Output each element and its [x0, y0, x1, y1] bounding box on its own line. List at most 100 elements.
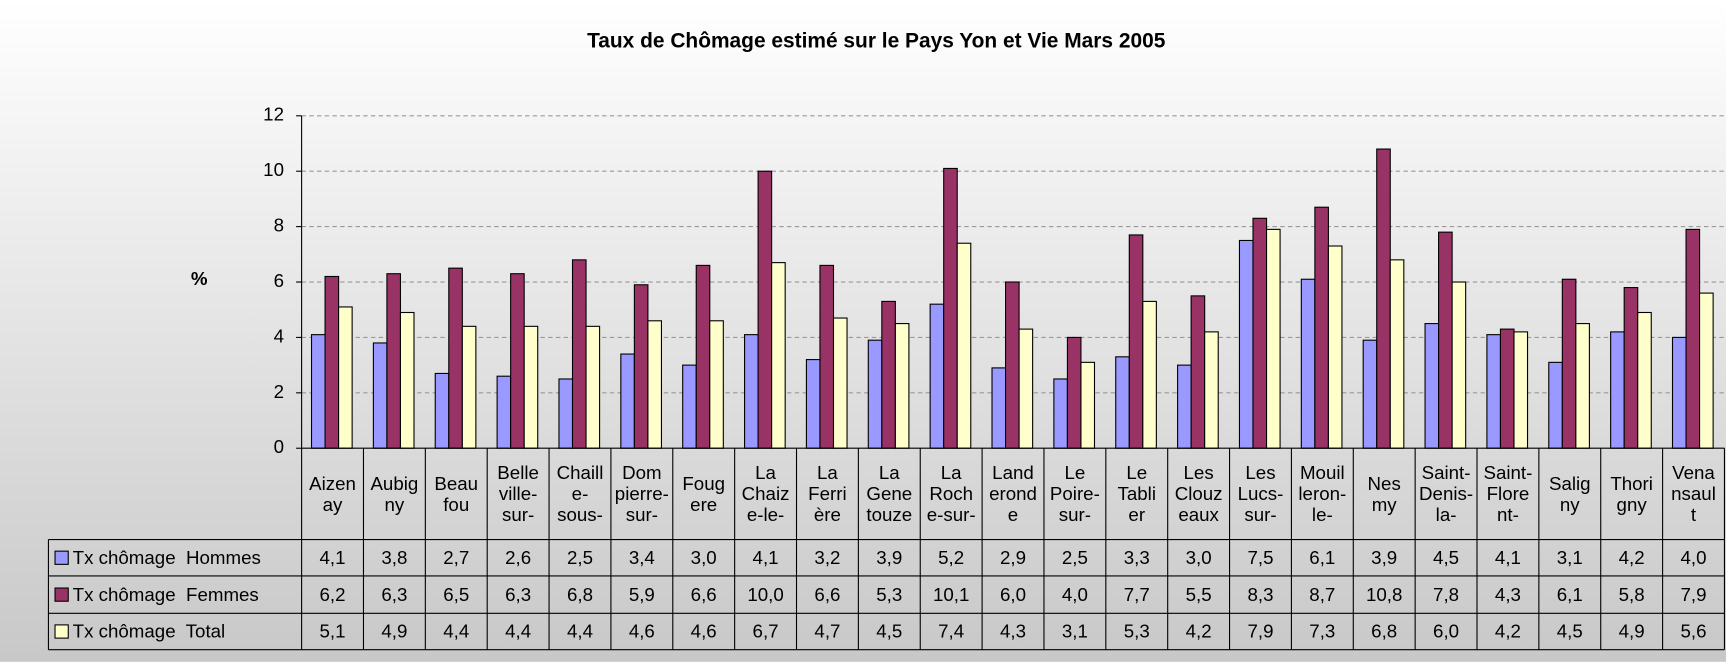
- table-cell: 5,3: [876, 584, 903, 606]
- bar: [991, 367, 1007, 449]
- x-tick-label: Le Tabli er: [1117, 462, 1156, 526]
- data-label: 5,3: [876, 584, 903, 606]
- table-cell: 7,8: [1433, 584, 1459, 605]
- bar: [1190, 295, 1206, 449]
- bar: [448, 267, 463, 449]
- table-cell: 3,1: [1062, 621, 1088, 642]
- bar: [571, 259, 587, 449]
- bar: [832, 317, 848, 449]
- legend-key: [54, 587, 69, 602]
- bar: [496, 375, 512, 449]
- table-cell: 4,9: [1618, 621, 1645, 642]
- data-label: 3,0: [1185, 547, 1212, 569]
- bar: [633, 284, 649, 449]
- data-label: 5,3: [1123, 621, 1150, 642]
- bar: [510, 273, 525, 449]
- data-label: 2,9: [999, 547, 1027, 569]
- table-cell: 6,8: [1371, 621, 1397, 642]
- table-cell: 4,7: [814, 621, 840, 642]
- table-cell: 10,8: [1366, 584, 1402, 605]
- bar: [1389, 259, 1405, 449]
- table-cell: 8,7: [1309, 584, 1336, 606]
- table-cell: 5,8: [1619, 584, 1645, 605]
- x-tick-label: Thori gny: [1610, 472, 1653, 515]
- bar: [881, 300, 896, 449]
- bar: [805, 359, 821, 449]
- data-label: 7,3: [1309, 621, 1336, 642]
- data-label: 6,1: [1309, 547, 1336, 569]
- bar: [1128, 234, 1144, 449]
- table-cell: 4,6: [691, 621, 717, 642]
- table-cell: 3,1: [1557, 547, 1583, 568]
- table-cell: 3,9: [1371, 547, 1397, 568]
- bar: [1376, 148, 1391, 449]
- table-cell: 4,4: [566, 621, 593, 642]
- table-cell: 10,0: [747, 584, 783, 605]
- data-label: 10,1: [932, 584, 970, 606]
- data-label: 6,7: [752, 621, 779, 642]
- data-label: 4,9: [1618, 621, 1645, 642]
- bar: [1499, 328, 1515, 449]
- bar: [434, 372, 450, 449]
- data-label: 4,2: [1494, 621, 1521, 642]
- data-label: 4,5: [1433, 547, 1460, 569]
- table-cell: 4,6: [629, 621, 655, 642]
- x-tick-label: Chaill e- sous-: [556, 462, 604, 526]
- bar: [682, 364, 697, 449]
- table-cell: 7,9: [1680, 584, 1706, 605]
- y-tick-label: 6: [274, 270, 284, 291]
- data-label: 6,6: [690, 584, 717, 606]
- bar: [1362, 339, 1378, 449]
- table-cell: La Roch e-sur-: [927, 463, 976, 526]
- data-label: 6,1: [1556, 584, 1583, 606]
- legend-label: Tx chômage Femmes: [72, 584, 259, 606]
- table-cell: La Chaiz e-le-: [742, 463, 790, 526]
- bar: [1327, 245, 1343, 449]
- x-tick-label: Le Poire- sur-: [1049, 462, 1100, 526]
- data-label: 4,3: [999, 621, 1027, 642]
- table-cell: 2,6: [505, 547, 532, 569]
- bar: [324, 275, 340, 449]
- x-tick-label: La Gene touze: [866, 462, 913, 526]
- table-cell: Thori gny: [1610, 472, 1653, 515]
- table-cell: 7,5: [1247, 547, 1273, 568]
- data-label: 4,4: [443, 621, 470, 642]
- data-label: 4,5: [1556, 621, 1583, 642]
- table-cell: 4,2: [1619, 547, 1645, 568]
- data-label: 4,0: [1680, 547, 1707, 569]
- data-label: 2,6: [505, 547, 532, 569]
- table-cell: Salig ny: [1549, 473, 1591, 515]
- bar: [1438, 231, 1453, 449]
- table-cell: 5,1: [320, 621, 346, 642]
- table-cell: Le Poire- sur-: [1049, 462, 1100, 526]
- table-cell: Tx chômage Total: [73, 621, 226, 642]
- y-tick-label: 8: [274, 215, 284, 236]
- bar: [523, 325, 539, 449]
- table-cell: 7,7: [1124, 584, 1150, 605]
- bar: [1685, 228, 1701, 449]
- table-cell: Land erond e: [989, 463, 1037, 526]
- table-cell: 6,1: [1556, 584, 1583, 606]
- bar: [1671, 336, 1687, 449]
- table-cell: 6,5: [443, 584, 469, 605]
- data-label: 8,7: [1309, 584, 1336, 606]
- data-label: 3,9: [876, 547, 903, 569]
- bar: [461, 325, 477, 449]
- bar: [1204, 331, 1219, 449]
- table-cell: 6,0: [1000, 584, 1026, 605]
- bar: [1066, 336, 1082, 449]
- data-label: 7,9: [1247, 621, 1274, 642]
- bar: [709, 320, 724, 449]
- table-cell: 2,7: [443, 547, 469, 568]
- table-cell: 4,2: [1186, 621, 1212, 642]
- bar: [1637, 311, 1652, 449]
- table-cell: 5,2: [938, 547, 964, 568]
- table-cell: Les Lucs- sur-: [1238, 463, 1284, 526]
- data-label: 4,4: [566, 621, 593, 642]
- table-cell: 5,3: [1123, 621, 1150, 642]
- bar: [1115, 356, 1130, 449]
- table-cell: 4,4: [443, 621, 470, 642]
- table-cell: 4,1: [753, 547, 779, 568]
- bar: [867, 339, 883, 449]
